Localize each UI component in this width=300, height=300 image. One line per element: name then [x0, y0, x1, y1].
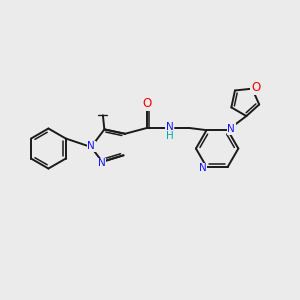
Text: N: N	[227, 124, 235, 134]
Text: N: N	[87, 142, 95, 152]
Text: N: N	[199, 163, 207, 173]
Text: H: H	[166, 131, 173, 141]
Text: O: O	[251, 81, 260, 94]
Text: O: O	[142, 97, 152, 110]
Text: N: N	[98, 158, 106, 168]
Text: N: N	[166, 122, 173, 132]
